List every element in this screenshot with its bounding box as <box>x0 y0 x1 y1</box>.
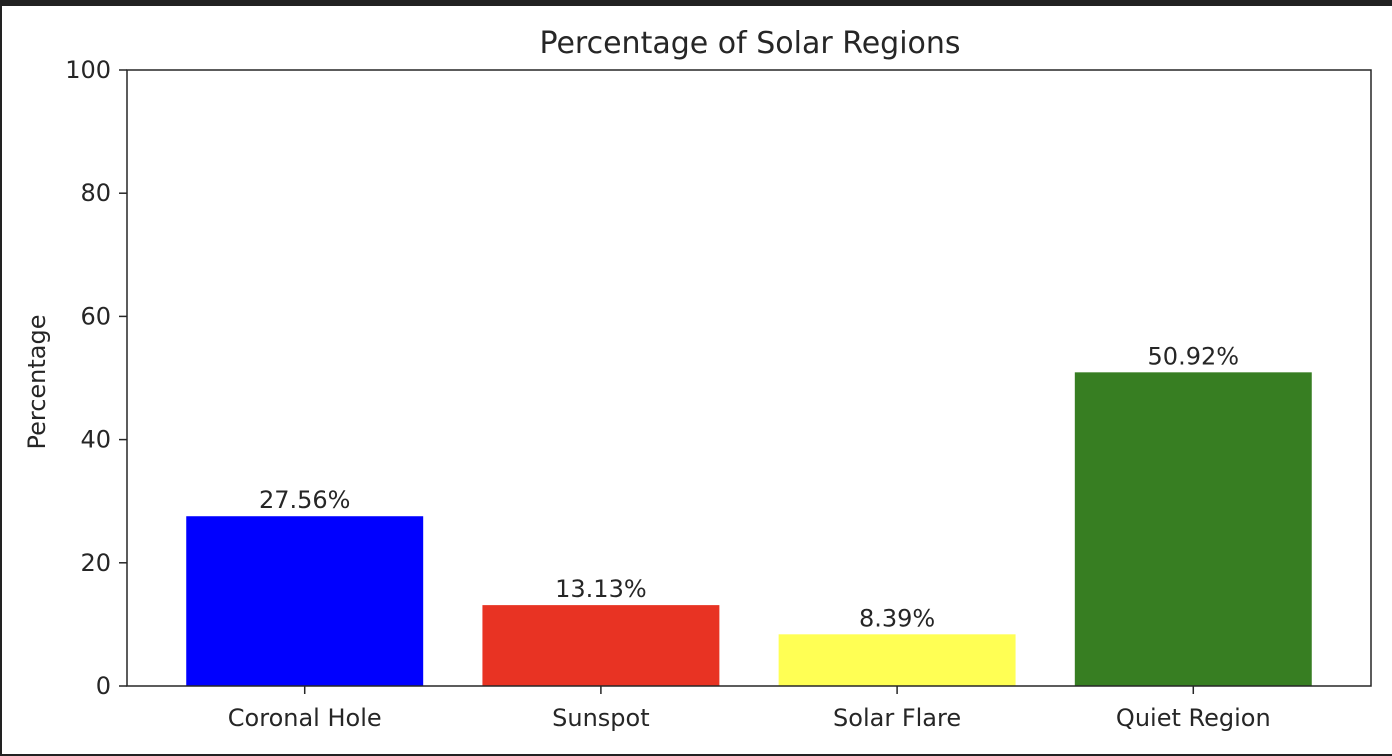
y-tick-label: 20 <box>80 549 111 577</box>
y-tick-label: 80 <box>80 179 111 207</box>
y-tick-label: 60 <box>80 302 111 330</box>
y-axis-label: Percentage <box>23 314 51 449</box>
x-axis-ticks: Coronal Hole Sunspot Solar Flare Quiet Regi… <box>228 686 1271 732</box>
chart-canvas: Percentage of Solar Regions Percentage C… <box>0 6 1392 754</box>
bar-quiet-region <box>1074 372 1312 686</box>
x-tick-label: Solar Flare <box>833 704 961 732</box>
y-tick-label: 40 <box>80 426 111 454</box>
bar-chart: Percentage of Solar Regions Percentage C… <box>23 26 1372 732</box>
data-label: 13.13% <box>555 575 647 603</box>
bar-coronal-hole <box>186 516 424 686</box>
bar-solar-flare <box>778 634 1016 686</box>
bars-layer <box>186 372 1312 686</box>
x-tick-label: Sunspot <box>552 704 650 732</box>
y-tick-label: 0 <box>96 672 111 700</box>
data-label: 8.39% <box>859 604 935 632</box>
x-tick-label: Coronal Hole <box>228 704 382 732</box>
chart-title: Percentage of Solar Regions <box>539 26 960 61</box>
x-tick-label: Quiet Region <box>1116 704 1271 732</box>
data-label: 50.92% <box>1148 342 1240 370</box>
y-tick-label: 100 <box>65 56 111 84</box>
y-axis-ticks: 0 20 40 60 80 100 <box>65 56 127 700</box>
data-labels: 27.56% 13.13% 8.39% 50.92% <box>259 342 1239 632</box>
data-label: 27.56% <box>259 486 351 514</box>
bar-sunspot <box>482 605 720 686</box>
axes <box>126 69 1372 687</box>
plot-frame <box>126 69 1372 687</box>
